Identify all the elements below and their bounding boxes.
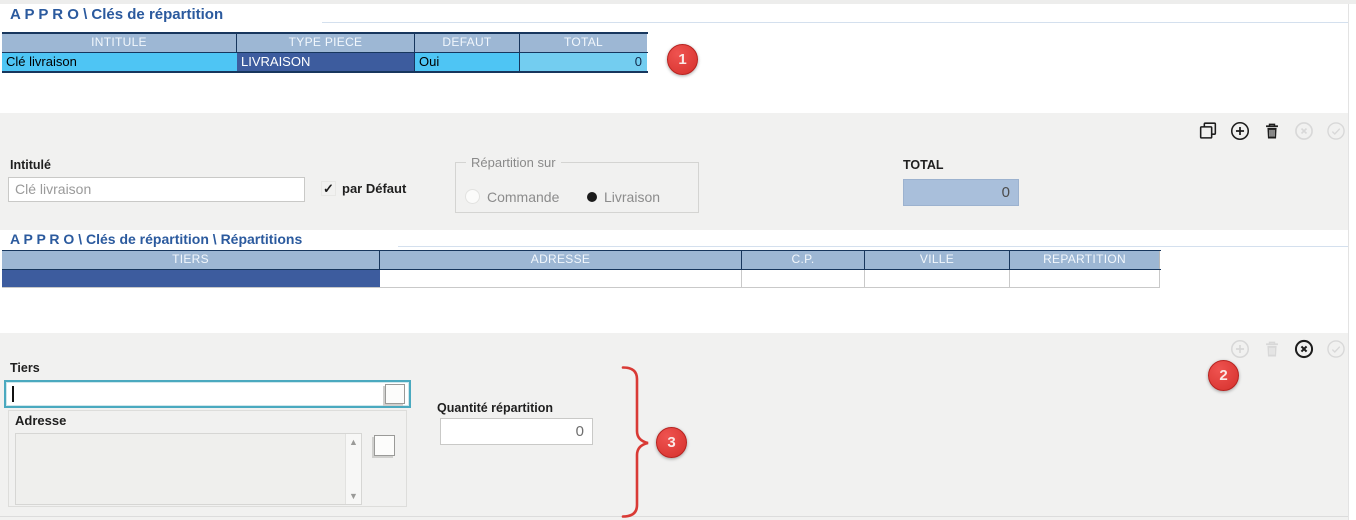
annotation-brace — [621, 366, 649, 518]
cell-repartition[interactable] — [1010, 270, 1160, 288]
delete-button[interactable] — [1261, 120, 1283, 142]
radio-livraison-label[interactable]: Livraison — [604, 189, 661, 205]
quantite-repartition-label: Quantité répartition — [437, 401, 553, 415]
cell-cp[interactable] — [742, 270, 865, 288]
column-header-type-piece[interactable]: TYPE PIECE — [237, 34, 415, 52]
adresse-label: Adresse — [15, 413, 67, 428]
tiers-input[interactable] — [4, 380, 411, 408]
keys-detail-panel — [0, 113, 1348, 230]
radio-livraison[interactable] — [587, 192, 597, 202]
keys-toolbar — [1197, 120, 1347, 142]
defaut-checkbox[interactable]: ✓ — [321, 181, 336, 196]
cancel-button[interactable] — [1293, 338, 1315, 360]
column-header-cp[interactable]: C.P. — [742, 251, 865, 269]
repartitions-toolbar — [1229, 338, 1347, 360]
section-divider — [322, 22, 1348, 23]
total-label: TOTAL — [903, 158, 944, 172]
text-caret — [12, 386, 14, 402]
cell-tiers[interactable] — [2, 270, 380, 288]
radio-commande[interactable] — [465, 189, 480, 204]
adresse-textarea[interactable]: ▲ ▼ — [15, 433, 362, 505]
annotation-badge-2: 2 — [1208, 360, 1239, 391]
add-button[interactable] — [1229, 338, 1251, 360]
cell-defaut[interactable]: Oui — [415, 53, 520, 71]
cell-adresse[interactable] — [380, 270, 742, 288]
keys-table: INTITULE TYPE PIECE DEFAUT TOTAL Clé liv… — [2, 32, 648, 73]
delete-button[interactable] — [1261, 338, 1283, 360]
add-button[interactable] — [1229, 120, 1251, 142]
repartitions-table-header-row: TIERS ADRESSE C.P. VILLE REPARTITION — [2, 251, 1161, 270]
breadcrumb-repartitions: A P P R O \ Clés de répartition \ Répart… — [10, 231, 303, 247]
column-header-intitule[interactable]: INTITULE — [2, 34, 237, 52]
column-header-ville[interactable]: VILLE — [865, 251, 1010, 269]
repartition-sur-group: Répartition sur Commande Livraison — [455, 155, 699, 213]
column-header-tiers[interactable]: TIERS — [2, 251, 380, 269]
intitule-input[interactable]: Clé livraison — [8, 177, 305, 202]
radio-commande-label[interactable]: Commande — [487, 189, 560, 205]
column-header-defaut[interactable]: DEFAUT — [415, 34, 520, 52]
repartitions-table: TIERS ADRESSE C.P. VILLE REPARTITION — [2, 250, 1161, 288]
cell-total[interactable]: 0 — [520, 53, 647, 71]
duplicate-button[interactable] — [1197, 120, 1219, 142]
scroll-down-icon[interactable]: ▼ — [349, 491, 358, 501]
total-field: 0 — [903, 179, 1019, 206]
annotation-badge-1: 1 — [667, 44, 698, 75]
intitule-label: Intitulé — [10, 158, 51, 172]
window-right-strip — [1348, 4, 1356, 520]
validate-button[interactable] — [1325, 338, 1347, 360]
adresse-scrollbar[interactable]: ▲ ▼ — [345, 434, 361, 504]
adresse-panel: Adresse ▲ ▼ — [8, 410, 407, 507]
section-divider-2 — [398, 246, 1348, 247]
adresse-lookup-button[interactable] — [374, 435, 395, 456]
bottom-divider — [0, 516, 1348, 517]
cell-ville[interactable] — [865, 270, 1010, 288]
column-header-adresse[interactable]: ADRESSE — [380, 251, 742, 269]
cell-type-piece[interactable]: LIVRAISON — [237, 53, 415, 71]
validate-button[interactable] — [1325, 120, 1347, 142]
column-header-repartition[interactable]: REPARTITION — [1010, 251, 1160, 269]
quantite-repartition-input[interactable]: 0 — [440, 418, 593, 445]
cancel-button[interactable] — [1293, 120, 1315, 142]
defaut-checkbox-label: par Défaut — [342, 181, 407, 196]
repartition-sur-legend: Répartition sur — [466, 155, 561, 170]
table-row[interactable]: Clé livraison LIVRAISON Oui 0 — [2, 53, 648, 73]
breadcrumb-cles-repartition: A P P R O \ Clés de répartition — [10, 6, 224, 23]
annotation-badge-3: 3 — [656, 427, 687, 458]
cell-intitule[interactable]: Clé livraison — [2, 53, 237, 71]
table-row[interactable] — [2, 270, 1161, 288]
tiers-lookup-button[interactable] — [385, 384, 405, 404]
keys-table-header-row: INTITULE TYPE PIECE DEFAUT TOTAL — [2, 34, 648, 53]
scroll-up-icon[interactable]: ▲ — [349, 437, 358, 447]
window-top-strip — [0, 0, 1356, 4]
tiers-label: Tiers — [10, 361, 40, 375]
column-header-total[interactable]: TOTAL — [520, 34, 647, 52]
